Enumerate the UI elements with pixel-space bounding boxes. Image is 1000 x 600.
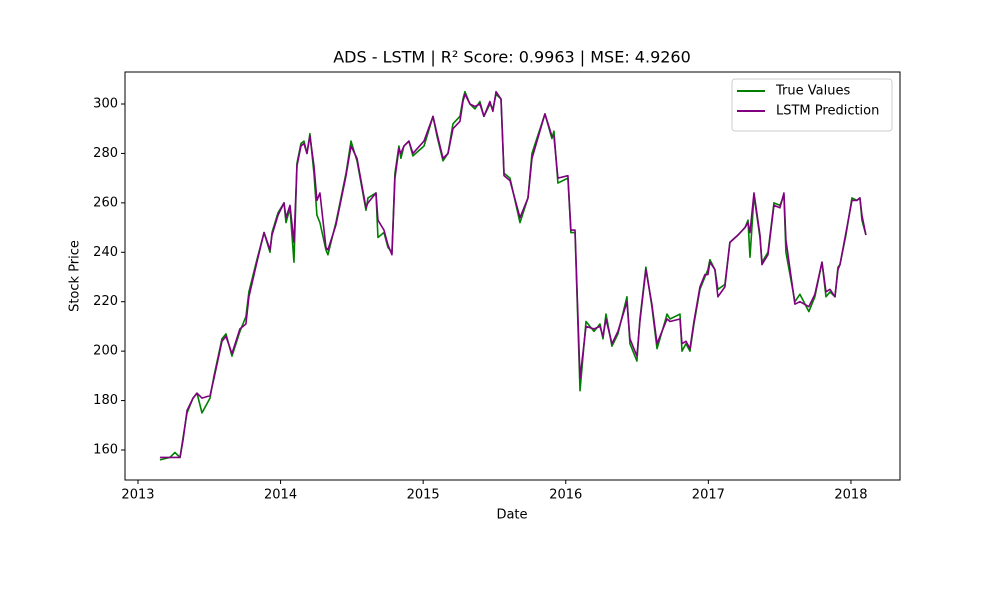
legend-label: True Values <box>775 84 850 99</box>
x-tick-label: 2016 <box>549 488 582 503</box>
y-tick-label: 200 <box>93 344 118 359</box>
legend-label: LSTM Prediction <box>776 104 879 119</box>
legend-box <box>731 78 893 132</box>
y-tick-label: 180 <box>93 393 118 408</box>
y-axis-label: Stock Price <box>68 240 83 312</box>
series-line <box>159 90 867 461</box>
y-tick-label: 300 <box>93 97 118 112</box>
y-tick-label: 160 <box>93 442 118 457</box>
x-tick-label: 2014 <box>264 488 297 503</box>
y-tick-label: 280 <box>93 146 118 161</box>
x-tick-label: 2017 <box>692 488 725 503</box>
x-tick-label: 2018 <box>834 488 867 503</box>
x-tick-label: 2013 <box>121 488 154 503</box>
series-line <box>159 90 867 459</box>
plot-frame <box>124 71 901 481</box>
y-tick-label: 240 <box>93 245 118 260</box>
y-tick-label: 260 <box>93 195 118 210</box>
x-axis-label: Date <box>496 508 527 523</box>
y-tick-label: 220 <box>93 294 118 309</box>
chart-title: ADS - LSTM | R² Score: 0.9963 | MSE: 4.9… <box>333 48 691 67</box>
x-tick-label: 2015 <box>407 488 440 503</box>
